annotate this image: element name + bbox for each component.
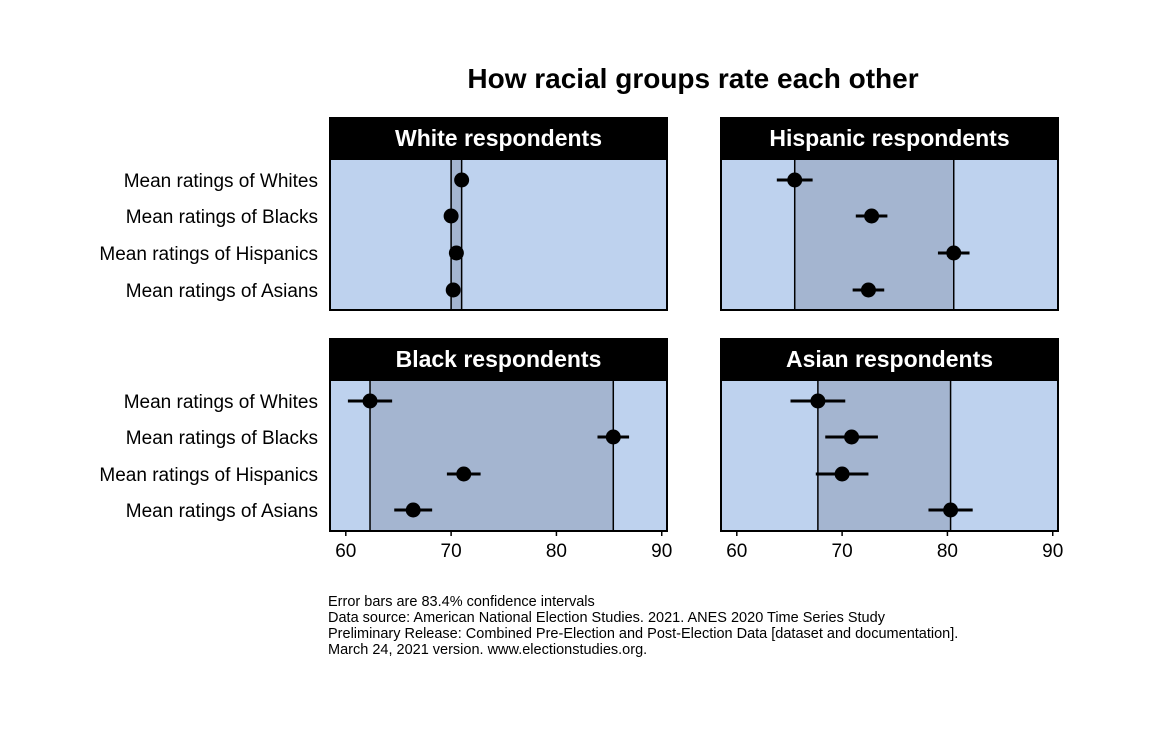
- panel-title: White respondents: [395, 125, 602, 151]
- data-point: [448, 245, 464, 261]
- range-shade: [794, 159, 954, 310]
- range-shade: [451, 159, 462, 310]
- data-point: [362, 393, 378, 409]
- row-label: Mean ratings of Blacks: [126, 428, 318, 449]
- panel-border: [720, 158, 1059, 311]
- panel-border: [329, 158, 668, 311]
- row-label: Mean ratings of Whites: [124, 171, 318, 192]
- data-point: [454, 172, 470, 188]
- row-label: Mean ratings of Whites: [124, 392, 318, 413]
- row-label: Mean ratings of Hispanics: [99, 465, 318, 486]
- footnote-line: Error bars are 83.4% confidence interval…: [328, 594, 595, 610]
- x-tick-label: 70: [441, 541, 462, 562]
- data-point: [943, 502, 959, 518]
- range-shade: [817, 380, 951, 531]
- data-point: [605, 429, 621, 445]
- footnote-line: Data source: American National Election …: [328, 610, 885, 626]
- x-tick-label: 60: [335, 541, 356, 562]
- x-tick-label: 90: [1042, 541, 1063, 562]
- panel-strip: [720, 338, 1059, 380]
- x-tick-label: 80: [937, 541, 958, 562]
- x-tick-label: 90: [651, 541, 672, 562]
- chart-title: How racial groups rate each other: [467, 63, 918, 94]
- row-label: Mean ratings of Asians: [126, 281, 318, 302]
- data-point: [445, 282, 461, 298]
- data-point: [456, 466, 472, 482]
- data-point: [810, 393, 826, 409]
- panel-strip: [329, 338, 668, 380]
- panel-title: Hispanic respondents: [769, 125, 1009, 151]
- footnotes: Error bars are 83.4% confidence interval…: [328, 594, 958, 658]
- row-label: Mean ratings of Asians: [126, 501, 318, 522]
- data-point: [405, 502, 421, 518]
- data-point: [860, 282, 876, 298]
- data-point: [787, 172, 803, 188]
- panel-border: [329, 379, 668, 532]
- data-point: [864, 208, 880, 224]
- panel-background: [330, 159, 667, 310]
- data-point: [443, 208, 459, 224]
- panel-border: [720, 379, 1059, 532]
- row-label: Mean ratings of Hispanics: [99, 244, 318, 265]
- x-tick-label: 60: [726, 541, 747, 562]
- footnote-line: Preliminary Release: Combined Pre-Electi…: [328, 626, 959, 642]
- x-tick-label: 70: [832, 541, 853, 562]
- data-point: [844, 429, 860, 445]
- x-tick-label: 80: [546, 541, 567, 562]
- panel-strip: [329, 117, 668, 159]
- panel-strip: [720, 117, 1059, 159]
- row-label: Mean ratings of Blacks: [126, 207, 318, 228]
- data-point: [834, 466, 850, 482]
- data-point: [946, 245, 962, 261]
- panel-title: Asian respondents: [786, 346, 993, 372]
- footnote-line: March 24, 2021 version. www.electionstud…: [328, 642, 648, 658]
- panel-title: Black respondents: [396, 346, 602, 372]
